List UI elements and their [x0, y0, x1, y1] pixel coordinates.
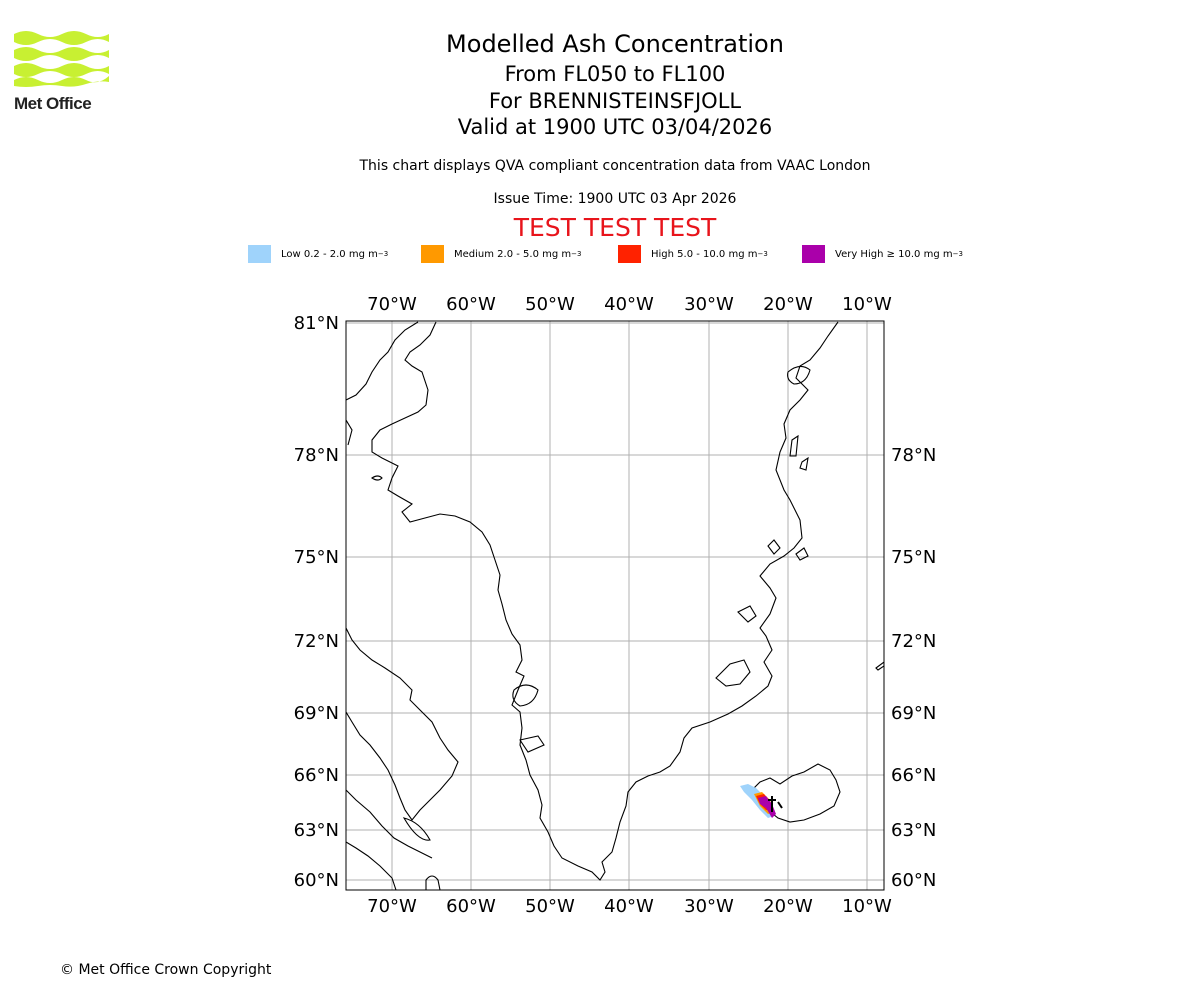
lat-label-66n-right: 66°N: [891, 765, 936, 786]
lon-label-10w-top: 10°W: [842, 294, 892, 315]
lat-label-75n-left: 75°N: [294, 547, 339, 568]
canada-arctic-coastline-2: [346, 419, 353, 446]
legend-label-very-high: Very High ≥ 10.0 mg m: [835, 248, 953, 260]
met-office-logo: Met Office: [14, 30, 109, 113]
jan-mayen: [875, 661, 884, 671]
legend-label-medium: Medium 2.0 - 5.0 mg m: [454, 248, 572, 260]
lat-label-72n-left: 72°N: [294, 631, 339, 652]
lon-label-50w-top: 50°W: [525, 294, 575, 315]
labrador-coastline: [346, 841, 397, 890]
lat-label-81n-left: 81°N: [294, 313, 339, 334]
legend-label-low: Low 0.2 - 2.0 mg m: [281, 248, 378, 260]
east-greenland-island-5: [799, 456, 809, 471]
lat-label-63n-left: 63°N: [294, 820, 339, 841]
lat-label-78n-right: 78°N: [891, 445, 936, 466]
lon-label-40w-top: 40°W: [604, 294, 654, 315]
lat-label-69n-right: 69°N: [891, 703, 936, 724]
legend-swatch-medium: [421, 245, 444, 263]
baffin-coastline-2: [346, 789, 433, 859]
lon-label-30w-top: 30°W: [684, 294, 734, 315]
disko-island: [512, 684, 539, 707]
baffin-coastline: [346, 627, 459, 821]
copyright-notice: © Met Office Crown Copyright: [60, 962, 272, 978]
lon-label-70w-bottom: 70°W: [367, 896, 417, 917]
latitude-labels-right: 78°N 75°N 72°N 69°N 66°N 63°N 60°N: [891, 445, 936, 891]
volcano-marker: [768, 796, 783, 812]
lat-label-69n-left: 69°N: [294, 703, 339, 724]
longitude-labels-top: 70°W 60°W 50°W 40°W 30°W 20°W 10°W: [367, 294, 892, 315]
map-gridlines: [346, 321, 884, 890]
coastlines: [346, 321, 884, 890]
legend-item-medium: Medium 2.0 - 5.0 mg m −3: [421, 244, 581, 264]
legend-swatch-very-high: [802, 245, 825, 263]
chart-title: Modelled Ash Concentration: [446, 30, 784, 58]
lat-label-78n-left: 78°N: [294, 445, 339, 466]
ash-very-high-area: [758, 796, 776, 818]
lon-label-60w-top: 60°W: [446, 294, 496, 315]
iceland-coastline: [751, 763, 841, 823]
baffin-island-small: [402, 817, 431, 841]
ash-plume[interactable]: [740, 784, 783, 818]
east-greenland-island-1: [737, 605, 757, 623]
canada-arctic-coastline-1: [346, 321, 419, 401]
chart-description: This chart displays QVA compliant concen…: [359, 158, 871, 174]
lat-label-75n-right: 75°N: [891, 547, 936, 568]
east-greenland-island-6: [787, 365, 811, 385]
legend-swatch-high: [618, 245, 641, 263]
east-greenland-island-4: [789, 434, 799, 457]
lat-label-60n-right: 60°N: [891, 870, 936, 891]
test-banner: TEST TEST TEST: [513, 213, 717, 242]
flight-level-range: From FL050 to FL100: [504, 62, 726, 86]
lon-label-20w-bottom: 20°W: [763, 896, 813, 917]
volcano-name: For BRENNISTEINSFJOLL: [488, 89, 742, 113]
valid-time: Valid at 1900 UTC 03/04/2026: [457, 115, 773, 139]
lon-label-50w-bottom: 50°W: [525, 896, 575, 917]
lon-label-10w-bottom: 10°W: [842, 896, 892, 917]
greenland-west-island: [519, 735, 545, 753]
east-greenland-island-2: [767, 539, 781, 555]
scoresby-sund: [715, 659, 751, 687]
lon-label-40w-bottom: 40°W: [604, 896, 654, 917]
lon-label-30w-bottom: 30°W: [684, 896, 734, 917]
met-office-logo-text: Met Office: [14, 94, 92, 113]
map-frame: [345, 320, 885, 891]
legend-label-high: High 5.0 - 10.0 mg m: [651, 248, 758, 260]
lon-label-70w-top: 70°W: [367, 294, 417, 315]
met-office-wave-icon: [14, 31, 109, 87]
canada-island-1: [371, 475, 383, 481]
legend-item-very-high: Very High ≥ 10.0 mg m −3: [802, 244, 963, 264]
legend-item-low: Low 0.2 - 2.0 mg m −3: [248, 244, 388, 264]
legend-item-high: High 5.0 - 10.0 mg m −3: [618, 244, 768, 264]
lat-label-63n-right: 63°N: [891, 820, 936, 841]
lat-label-66n-left: 66°N: [294, 765, 339, 786]
labrador-island: [425, 875, 441, 890]
lat-label-60n-left: 60°N: [294, 870, 339, 891]
greenland-coastline: [371, 321, 839, 881]
east-greenland-island-3: [795, 547, 809, 561]
lat-label-72n-right: 72°N: [891, 631, 936, 652]
lon-label-60w-bottom: 60°W: [446, 896, 496, 917]
longitude-labels-bottom: 70°W 60°W 50°W 40°W 30°W 20°W 10°W: [367, 896, 892, 917]
latitude-labels-left: 81°N 78°N 75°N 72°N 69°N 66°N 63°N 60°N: [294, 313, 339, 891]
issue-time: Issue Time: 1900 UTC 03 Apr 2026: [493, 191, 737, 207]
lon-label-20w-top: 20°W: [763, 294, 813, 315]
legend-swatch-low: [248, 245, 271, 263]
